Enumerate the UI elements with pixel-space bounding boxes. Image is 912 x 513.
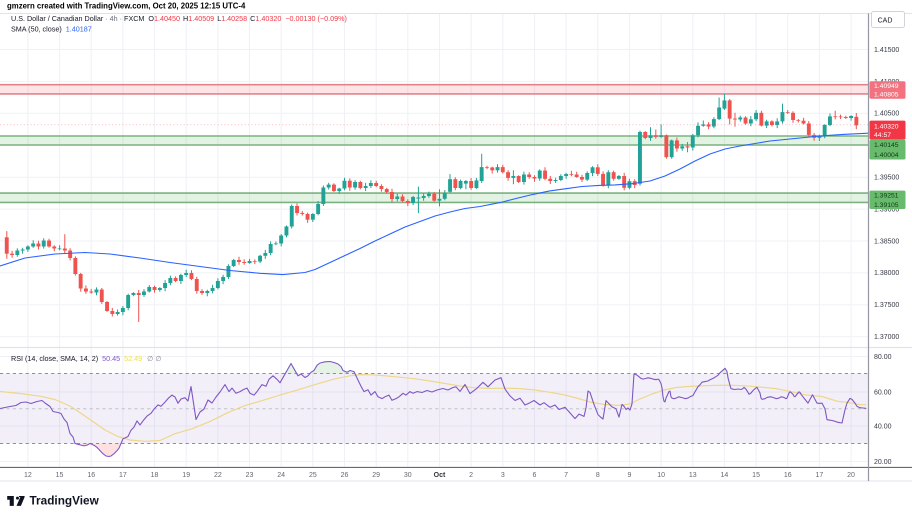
svg-text:80.00: 80.00 bbox=[874, 354, 892, 361]
svg-text:17: 17 bbox=[119, 472, 127, 479]
svg-text:RSI (14, close, SMA, 14, 2) 50: RSI (14, close, SMA, 14, 2) 50.45 52.49 … bbox=[11, 354, 162, 363]
svg-text:1.40145: 1.40145 bbox=[874, 142, 899, 149]
svg-text:15: 15 bbox=[56, 472, 64, 479]
svg-text:3: 3 bbox=[501, 472, 505, 479]
svg-text:SMA (50, close) 1.40187: SMA (50, close) 1.40187 bbox=[11, 24, 92, 33]
svg-text:TradingView: TradingView bbox=[30, 494, 100, 508]
svg-text:23: 23 bbox=[246, 472, 254, 479]
svg-text:20.00: 20.00 bbox=[874, 459, 892, 466]
svg-text:1.37000: 1.37000 bbox=[874, 334, 899, 341]
svg-text:Oct: Oct bbox=[434, 472, 446, 479]
svg-text:26: 26 bbox=[341, 472, 349, 479]
svg-text:19: 19 bbox=[182, 472, 190, 479]
svg-text:15: 15 bbox=[752, 472, 760, 479]
svg-text:13: 13 bbox=[689, 472, 697, 479]
svg-text:17: 17 bbox=[816, 472, 824, 479]
svg-text:8: 8 bbox=[596, 472, 600, 479]
svg-text:1.39000: 1.39000 bbox=[874, 206, 899, 213]
svg-text:30: 30 bbox=[404, 472, 412, 479]
svg-text:16: 16 bbox=[87, 472, 95, 479]
svg-text:9: 9 bbox=[627, 472, 631, 479]
svg-text:10: 10 bbox=[657, 472, 665, 479]
svg-text:25: 25 bbox=[309, 472, 317, 479]
svg-text:18: 18 bbox=[151, 472, 159, 479]
svg-text:40.00: 40.00 bbox=[874, 423, 892, 430]
svg-text:gmzern created with TradingVie: gmzern created with TradingView.com, Oct… bbox=[7, 2, 246, 11]
svg-text:60.00: 60.00 bbox=[874, 389, 892, 396]
svg-text:1.40949: 1.40949 bbox=[874, 83, 899, 90]
svg-text:1.39251: 1.39251 bbox=[874, 192, 899, 199]
svg-text:16: 16 bbox=[784, 472, 792, 479]
svg-text:1.38500: 1.38500 bbox=[874, 238, 899, 245]
svg-text:1.37500: 1.37500 bbox=[874, 302, 899, 309]
svg-text:29: 29 bbox=[372, 472, 380, 479]
svg-text:14: 14 bbox=[721, 472, 729, 479]
svg-text:1.40004: 1.40004 bbox=[874, 152, 899, 159]
svg-text:1.40805: 1.40805 bbox=[874, 92, 899, 99]
svg-text:1.39500: 1.39500 bbox=[874, 175, 899, 182]
svg-text:2: 2 bbox=[469, 472, 473, 479]
svg-text:1.40500: 1.40500 bbox=[874, 111, 899, 118]
svg-text:CAD: CAD bbox=[878, 17, 893, 24]
svg-text:7: 7 bbox=[564, 472, 568, 479]
svg-text:1.39105: 1.39105 bbox=[874, 202, 899, 209]
svg-text:20: 20 bbox=[847, 472, 855, 479]
svg-text:24: 24 bbox=[277, 472, 285, 479]
svg-text:6: 6 bbox=[533, 472, 537, 479]
svg-text:1.38000: 1.38000 bbox=[874, 270, 899, 277]
svg-text:1.40320: 1.40320 bbox=[874, 124, 899, 131]
svg-text:1.41500: 1.41500 bbox=[874, 47, 899, 54]
svg-text:U.S. Dollar / Canadian Dollar: U.S. Dollar / Canadian Dollar · 4h · FXC… bbox=[11, 14, 347, 23]
svg-text:22: 22 bbox=[214, 472, 222, 479]
svg-text:12: 12 bbox=[24, 472, 32, 479]
svg-text:44:57: 44:57 bbox=[874, 132, 891, 139]
